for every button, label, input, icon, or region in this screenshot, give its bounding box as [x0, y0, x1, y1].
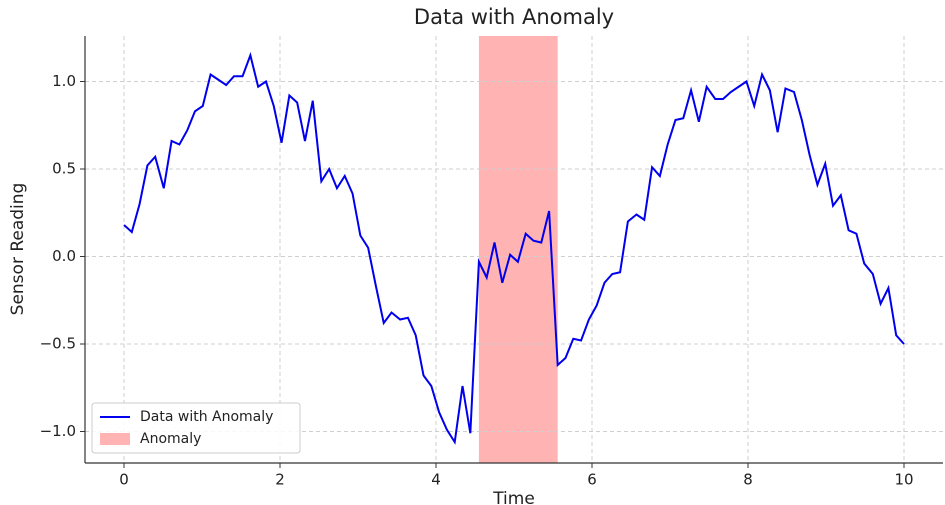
- legend-swatch: [100, 433, 130, 445]
- y-tick-label: −1.0: [40, 422, 76, 440]
- x-tick-label: 2: [275, 471, 285, 489]
- legend-label: Data with Anomaly: [140, 409, 273, 425]
- x-tick-label: 0: [119, 471, 129, 489]
- legend: Data with Anomaly Anomaly: [91, 402, 301, 454]
- x-tick-label: 10: [894, 471, 913, 489]
- legend-label: Anomaly: [140, 431, 201, 447]
- anomaly-span: [478, 36, 558, 463]
- x-tick-label: 8: [743, 471, 753, 489]
- y-tick-label: 0.5: [52, 160, 76, 178]
- chart-title: Data with Anomaly: [414, 5, 614, 29]
- legend-box: [91, 402, 301, 454]
- y-tick-label: 0.0: [52, 247, 76, 265]
- data-line: [123, 51, 905, 445]
- y-tick-label: −0.5: [40, 335, 76, 353]
- x-axis-label: Time: [492, 489, 535, 505]
- x-tick-label: 6: [587, 471, 597, 489]
- y-tick-label: 1.0: [52, 72, 76, 90]
- y-axis-label: Sensor Reading: [8, 183, 28, 316]
- x-tick-label: 4: [431, 471, 441, 489]
